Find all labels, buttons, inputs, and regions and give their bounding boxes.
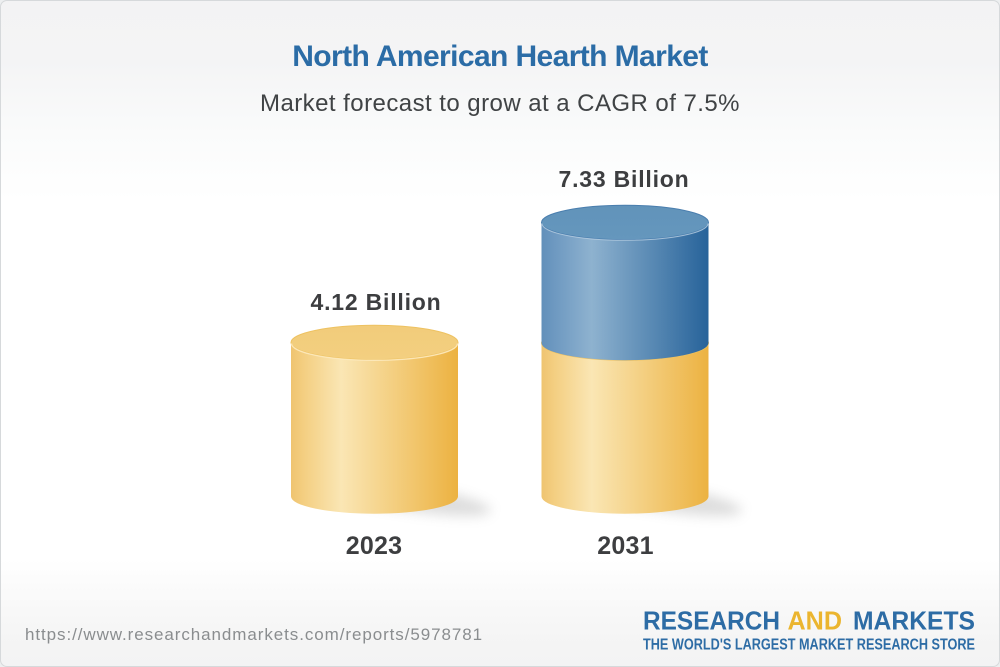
- svg-text:MARKETS: MARKETS: [853, 606, 975, 636]
- svg-text:AND: AND: [788, 606, 843, 636]
- svg-text:THE WORLD'S LARGEST MARKET RES: THE WORLD'S LARGEST MARKET RESEARCH STOR…: [643, 637, 975, 654]
- svg-text:RESEARCH: RESEARCH: [643, 606, 780, 636]
